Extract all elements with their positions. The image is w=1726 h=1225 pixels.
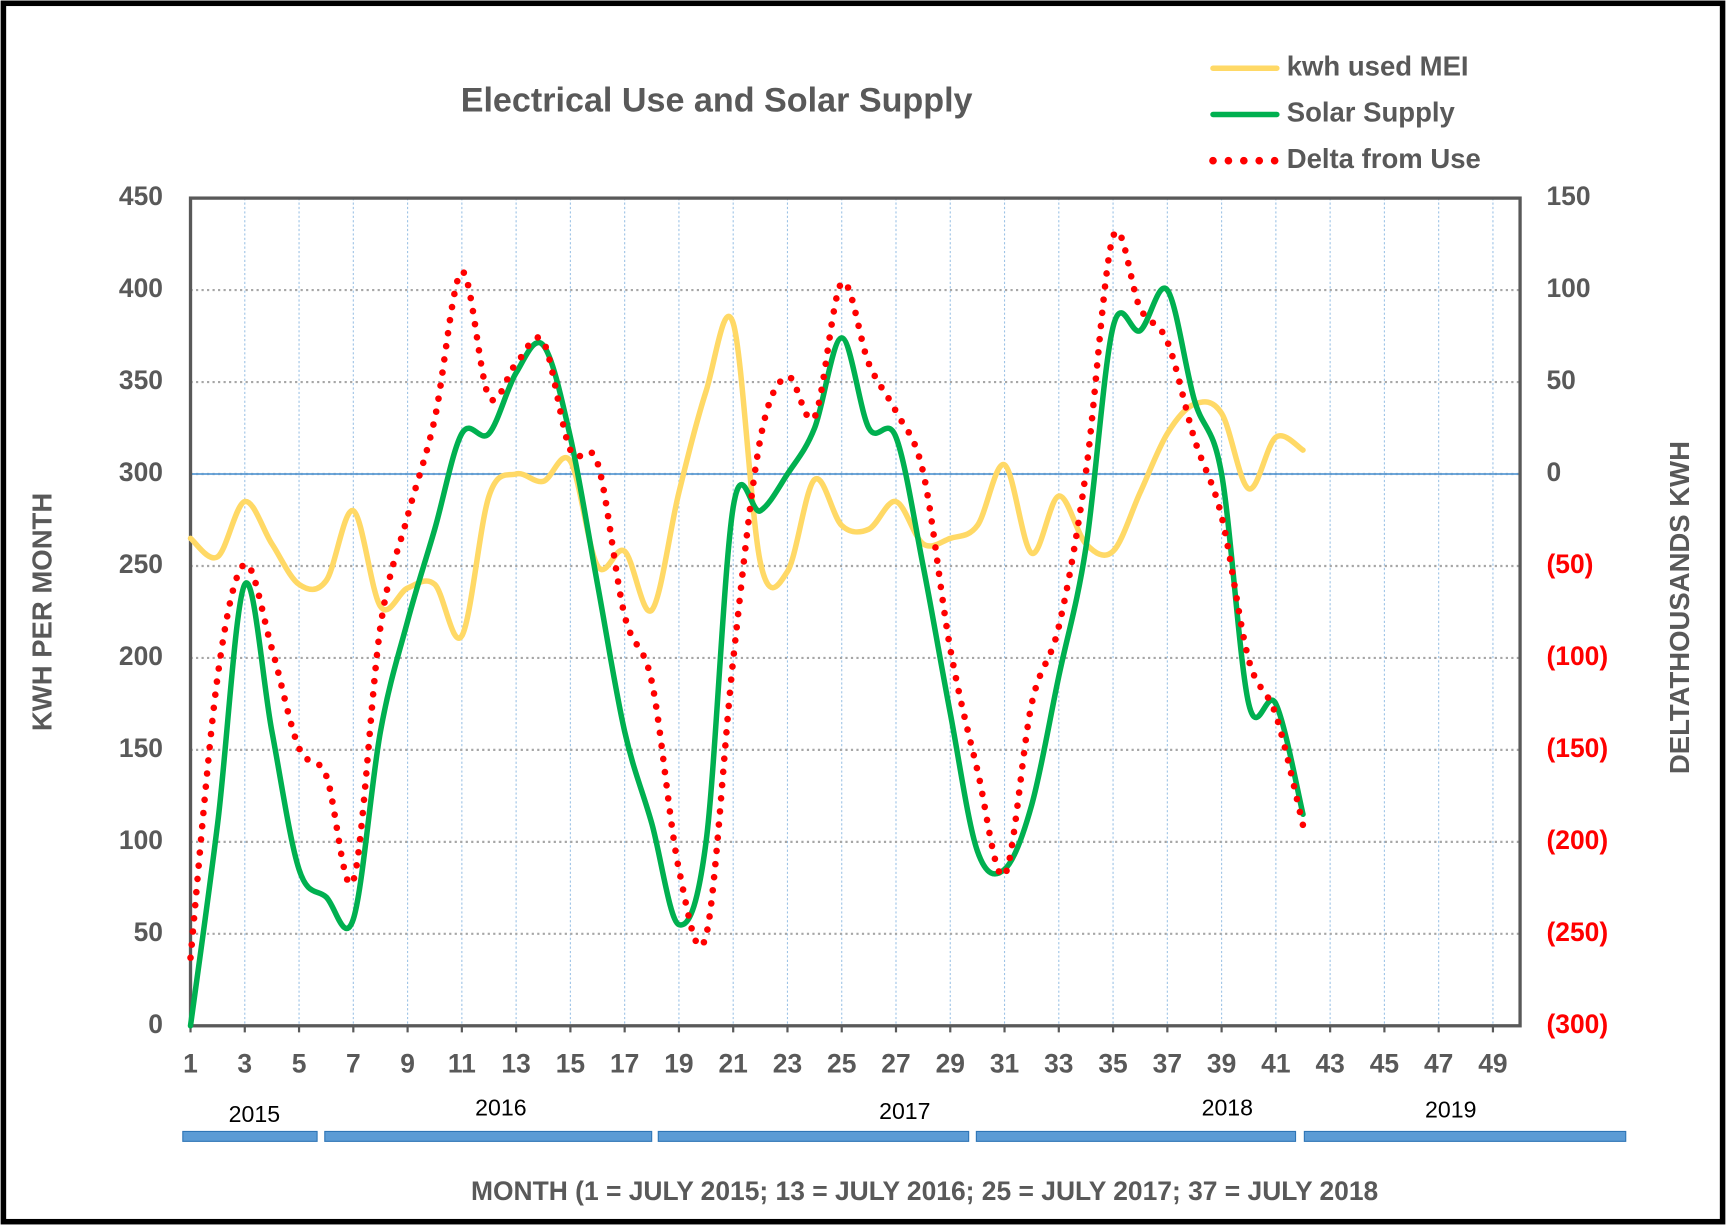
y2-axis-label: DELTATHOUSANDS KWH (1664, 441, 1695, 774)
x-tick-label: 1 (183, 1048, 198, 1078)
year-label: 2016 (475, 1095, 526, 1121)
y-tick-label: 200 (119, 641, 163, 671)
y2-tick-label: 100 (1546, 273, 1590, 303)
x-tick-label: 25 (827, 1048, 856, 1078)
y-tick-label: 350 (119, 365, 163, 395)
year-label: 2019 (1425, 1097, 1476, 1123)
year-label: 2018 (1202, 1095, 1253, 1121)
y-tick-label: 250 (119, 549, 163, 579)
x-tick-label: 35 (1098, 1048, 1127, 1078)
year-label: 2015 (229, 1101, 280, 1127)
x-tick-label: 31 (990, 1048, 1019, 1078)
chart-title: Electrical Use and Solar Supply (461, 81, 973, 119)
y-tick-label: 300 (119, 457, 163, 487)
legend-label: Delta from Use (1287, 143, 1481, 174)
x-tick-label: 47 (1424, 1048, 1453, 1078)
x-tick-label: 45 (1370, 1048, 1399, 1078)
x-tick-label: 5 (292, 1048, 307, 1078)
plot-border (188, 196, 1522, 1028)
x-tick-label: 37 (1153, 1048, 1182, 1078)
x-tick-label: 41 (1261, 1048, 1290, 1078)
x-tick-label: 17 (610, 1048, 639, 1078)
y-tick-label: 0 (148, 1009, 163, 1039)
x-tick-label: 3 (237, 1048, 252, 1078)
series-line (187, 285, 1306, 1029)
y2-tick-label: (300) (1546, 1009, 1608, 1039)
y2-tick-label: 50 (1546, 365, 1575, 395)
y2-tick-label: (150) (1546, 733, 1608, 763)
y-tick-label: 450 (119, 181, 163, 211)
y2-tick-label: (100) (1546, 641, 1608, 671)
x-tick-label: 39 (1207, 1048, 1236, 1078)
x-tick-label: 43 (1315, 1048, 1344, 1078)
x-tick-label: 9 (400, 1048, 415, 1078)
year-band (1303, 1130, 1627, 1142)
year-band (182, 1130, 318, 1142)
y-tick-label: 150 (119, 733, 163, 763)
x-tick-label: 7 (346, 1048, 361, 1078)
year-band (657, 1130, 970, 1142)
legend-label: Solar Supply (1287, 97, 1456, 128)
x-tick-label: 23 (773, 1048, 802, 1078)
y-tick-label: 100 (119, 825, 163, 855)
x-tick-label: 27 (881, 1048, 910, 1078)
y2-tick-label: 150 (1546, 181, 1590, 211)
y-tick-label: 400 (119, 273, 163, 303)
year-label: 2017 (879, 1098, 930, 1124)
legend-label: kwh used MEI (1287, 51, 1469, 82)
y2-tick-label: (50) (1546, 549, 1593, 579)
series-line (187, 313, 1306, 641)
y-axis-label: KWH PER MONTH (26, 493, 57, 731)
series-line (187, 228, 1307, 962)
x-axis-label: MONTH (1 = JULY 2015; 13 = JULY 2016; 25… (471, 1176, 1378, 1206)
year-band (324, 1130, 653, 1142)
x-tick-label: 11 (448, 1048, 476, 1078)
x-tick-label: 49 (1478, 1048, 1507, 1078)
x-tick-label: 33 (1044, 1048, 1073, 1078)
x-tick-label: 19 (664, 1048, 693, 1078)
y2-tick-label: 0 (1546, 457, 1561, 487)
x-tick-label: 15 (556, 1048, 585, 1078)
x-tick-label: 29 (936, 1048, 965, 1078)
year-band (975, 1130, 1297, 1142)
y-tick-label: 50 (134, 917, 163, 947)
y2-tick-label: (200) (1546, 825, 1608, 855)
x-tick-label: 21 (719, 1048, 748, 1078)
x-tick-label: 13 (501, 1048, 530, 1078)
y2-tick-label: (250) (1546, 917, 1608, 947)
